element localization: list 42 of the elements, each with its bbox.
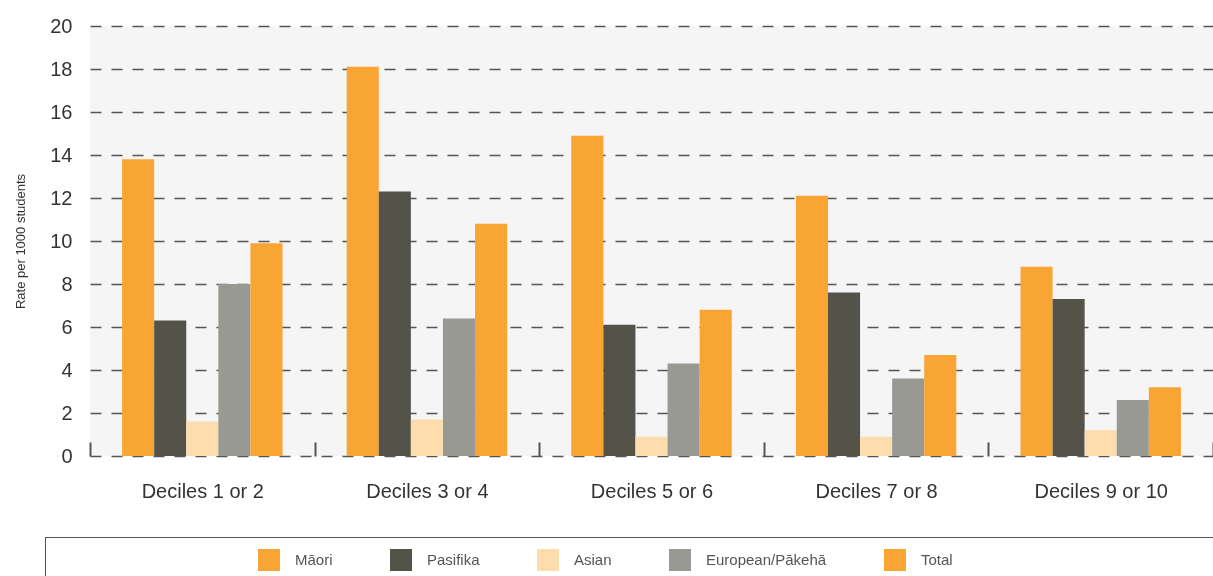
bar: [699, 309, 732, 456]
bar: [410, 419, 443, 456]
bar: [571, 135, 604, 456]
bar: [1148, 387, 1181, 456]
y-tick-label: 4: [61, 358, 73, 381]
bar: [667, 363, 700, 456]
y-tick-label: 8: [61, 272, 73, 295]
y-tick-label: 16: [50, 100, 73, 123]
bar: [795, 195, 828, 456]
y-tick-label: 12: [50, 186, 73, 209]
bar: [346, 66, 379, 456]
x-tick-label: Deciles 1 or 2: [141, 479, 264, 502]
bar: [122, 159, 155, 456]
legend-label: Pasifika: [427, 551, 481, 568]
x-tick-label: Deciles 9 or 10: [1034, 479, 1168, 502]
y-tick-label: 0: [61, 444, 73, 467]
bar: [442, 318, 476, 456]
bar: [250, 243, 283, 456]
y-tick-label: 6: [61, 315, 73, 338]
x-tick-label: Deciles 5 or 6: [590, 479, 714, 502]
y-tick-label: 20: [50, 14, 73, 37]
bar: [1084, 430, 1117, 456]
y-tick-label: 2: [61, 401, 73, 424]
x-tick-label: Deciles 3 or 4: [366, 479, 489, 502]
legend-label: Māori: [295, 551, 333, 568]
bar: [635, 436, 668, 456]
bar: [475, 223, 508, 456]
bar: [1020, 266, 1053, 456]
x-tick-label: Deciles 7 or 8: [815, 479, 938, 502]
legend-label: Total: [921, 551, 953, 568]
y-axis-title: Rate per 1000 students: [13, 173, 29, 310]
bar: [860, 436, 893, 456]
y-tick-label: 10: [50, 229, 73, 252]
legend-label: Asian: [574, 551, 612, 568]
legend-label: European/Pākehā: [706, 551, 827, 568]
bar: [186, 421, 219, 456]
y-tick-label: 18: [50, 57, 73, 80]
bar: [218, 284, 251, 456]
bar: [892, 378, 925, 456]
bar: [1116, 400, 1149, 456]
bar: [924, 354, 957, 456]
y-tick-label: 14: [50, 143, 73, 166]
